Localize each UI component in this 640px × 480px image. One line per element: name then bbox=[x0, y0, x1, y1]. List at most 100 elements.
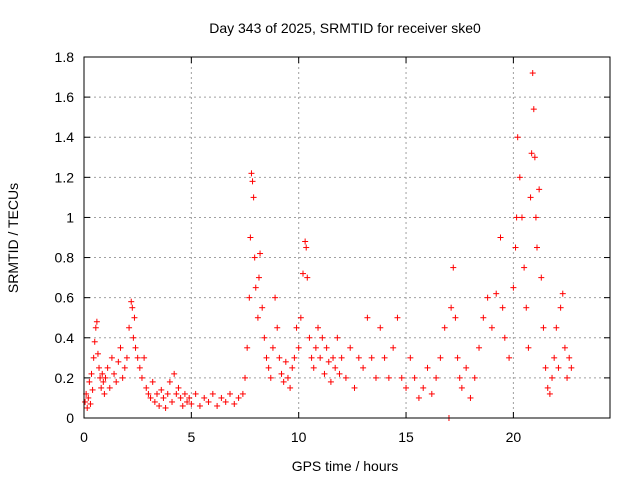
data-point bbox=[108, 354, 115, 361]
data-point bbox=[497, 234, 504, 241]
data-point bbox=[415, 394, 422, 401]
data-point bbox=[100, 378, 107, 385]
data-point bbox=[98, 384, 105, 391]
data-point bbox=[284, 374, 291, 381]
data-point bbox=[499, 304, 506, 311]
axis-ticks: 0 0.2 0.4 0.6 0.8 1 1.2 1.4 1.6 1.8 0 5 10 15 20 bbox=[55, 49, 610, 445]
data-point bbox=[86, 378, 93, 385]
data-point bbox=[394, 314, 401, 321]
data-point bbox=[247, 234, 254, 241]
data-point bbox=[551, 354, 558, 361]
data-point bbox=[205, 398, 212, 405]
data-point bbox=[188, 400, 195, 407]
data-point bbox=[516, 174, 523, 181]
data-point bbox=[529, 70, 536, 77]
data-point bbox=[521, 264, 528, 271]
y-tick-label: 1.6 bbox=[55, 89, 75, 105]
data-point bbox=[181, 390, 188, 397]
data-point bbox=[251, 254, 258, 261]
data-point bbox=[542, 364, 549, 371]
data-point bbox=[235, 394, 242, 401]
data-point bbox=[257, 250, 264, 257]
data-point bbox=[278, 370, 285, 377]
data-point bbox=[476, 344, 483, 351]
data-point bbox=[514, 134, 521, 141]
data-point bbox=[90, 354, 97, 361]
data-point bbox=[129, 304, 136, 311]
data-point bbox=[523, 304, 530, 311]
data-point bbox=[91, 338, 98, 345]
data-point bbox=[327, 378, 334, 385]
data-point bbox=[312, 344, 319, 351]
y-tick-label: 1.4 bbox=[55, 129, 75, 145]
data-point bbox=[242, 374, 249, 381]
data-point bbox=[244, 344, 251, 351]
data-point bbox=[147, 394, 154, 401]
data-point bbox=[525, 344, 532, 351]
data-point bbox=[456, 374, 463, 381]
data-point bbox=[493, 290, 500, 297]
data-point bbox=[546, 390, 553, 397]
data-point bbox=[196, 402, 203, 409]
data-point bbox=[480, 314, 487, 321]
data-point bbox=[88, 370, 95, 377]
data-point bbox=[104, 364, 111, 371]
data-point bbox=[527, 194, 534, 201]
y-tick-label: 0.2 bbox=[55, 370, 75, 386]
data-point bbox=[568, 364, 575, 371]
data-point bbox=[231, 400, 238, 407]
data-point bbox=[433, 374, 440, 381]
data-point bbox=[385, 374, 392, 381]
data-point bbox=[126, 324, 133, 331]
y-tick-label: 1.8 bbox=[55, 49, 75, 65]
data-point bbox=[467, 394, 474, 401]
data-point bbox=[269, 344, 276, 351]
data-point bbox=[250, 194, 257, 201]
y-tick-label: 1 bbox=[66, 209, 74, 225]
data-point bbox=[143, 384, 150, 391]
data-point bbox=[518, 214, 525, 221]
data-point bbox=[512, 244, 519, 251]
data-point bbox=[528, 150, 535, 157]
data-point bbox=[566, 354, 573, 361]
data-point bbox=[319, 334, 326, 341]
x-tick-label: 10 bbox=[291, 429, 307, 445]
data-point bbox=[111, 370, 118, 377]
data-point bbox=[454, 354, 461, 361]
data-point bbox=[407, 354, 414, 361]
data-point bbox=[173, 390, 180, 397]
data-point bbox=[381, 354, 388, 361]
y-tick-label: 0.6 bbox=[55, 290, 75, 306]
data-point bbox=[138, 374, 145, 381]
data-point bbox=[510, 284, 517, 291]
data-point bbox=[355, 354, 362, 361]
data-point bbox=[99, 370, 106, 377]
data-point bbox=[293, 324, 300, 331]
data-point bbox=[390, 344, 397, 351]
data-point bbox=[450, 264, 457, 271]
data-point bbox=[471, 374, 478, 381]
data-point bbox=[282, 358, 289, 365]
data-point bbox=[291, 354, 298, 361]
data-point bbox=[239, 390, 246, 397]
data-point bbox=[368, 354, 375, 361]
data-point bbox=[263, 354, 270, 361]
data-point bbox=[295, 344, 302, 351]
data-point bbox=[310, 364, 317, 371]
data-point bbox=[82, 398, 89, 405]
data-point bbox=[501, 334, 508, 341]
data-point bbox=[136, 364, 143, 371]
data-point bbox=[538, 274, 545, 281]
data-point bbox=[532, 214, 539, 221]
data-point bbox=[347, 344, 354, 351]
data-point bbox=[448, 304, 455, 311]
data-point bbox=[303, 244, 310, 251]
data-point bbox=[304, 274, 311, 281]
data-point bbox=[323, 344, 330, 351]
data-point bbox=[254, 314, 261, 321]
data-point bbox=[534, 244, 541, 251]
data-point bbox=[96, 364, 103, 371]
grid-lines bbox=[84, 57, 610, 418]
data-point bbox=[156, 402, 163, 409]
data-point bbox=[123, 354, 130, 361]
